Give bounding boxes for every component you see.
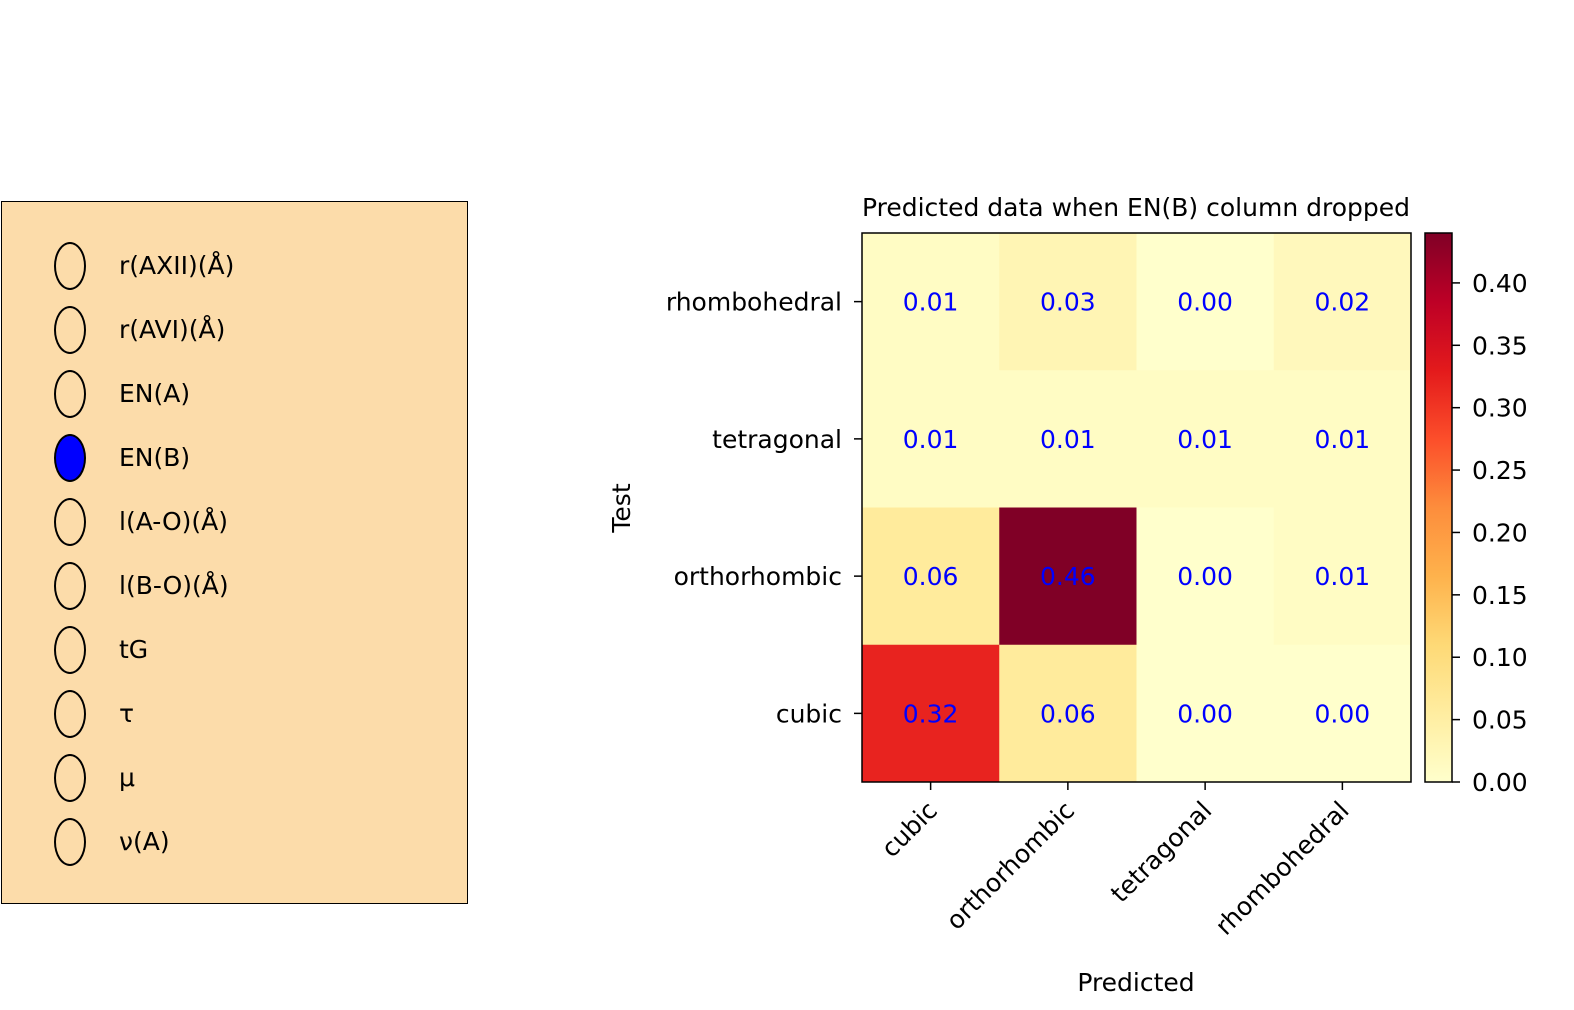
radio-circle[interactable] — [54, 306, 86, 354]
radio-circle-selected[interactable] — [54, 434, 86, 482]
cell-value-label: 0.00 — [1315, 699, 1371, 728]
heatmap-cell — [1136, 507, 1275, 646]
colorbar-tick-label: 0.30 — [1472, 394, 1528, 423]
cell-value-label: 0.06 — [1040, 699, 1096, 728]
radio-option[interactable]: EN(B) — [2, 431, 467, 487]
cell-value-label: 0.46 — [1040, 562, 1096, 591]
heatmap-cell — [999, 644, 1137, 783]
colorbar — [1424, 232, 1453, 783]
x-tick-label: rhombohedral — [1210, 796, 1355, 941]
heatmap-cell — [999, 233, 1137, 371]
chart-title: Predicted data when EN(B) column dropped — [862, 193, 1410, 222]
radio-circle[interactable] — [54, 242, 86, 290]
radio-option-label: tG — [119, 635, 149, 664]
cell-value-label: 0.01 — [1177, 425, 1233, 454]
cell-value-label: 0.32 — [903, 699, 959, 728]
heatmap-cell — [1273, 370, 1412, 508]
cell-value-label: 0.01 — [1315, 425, 1371, 454]
cell-value-label: 0.01 — [903, 288, 959, 317]
radio-option-label: l(A-O)(Å) — [119, 507, 229, 536]
cell-value-label: 0.01 — [1315, 562, 1371, 591]
colorbar-tick-label: 0.20 — [1472, 518, 1528, 547]
radio-option[interactable]: μ — [2, 751, 467, 807]
radio-option-label: ν(A) — [119, 827, 170, 856]
radio-circle[interactable] — [54, 690, 86, 738]
heatmap-cell — [999, 370, 1137, 508]
radio-option[interactable]: r(AXII)(Å) — [2, 239, 467, 295]
heatmap-cell — [1136, 644, 1275, 783]
x-axis-label: Predicted — [1077, 968, 1194, 997]
radio-option[interactable]: EN(A) — [2, 367, 467, 423]
heatmap-frame — [861, 232, 1412, 783]
x-tick-label: tetragonal — [1105, 796, 1217, 908]
radio-circle[interactable] — [54, 498, 86, 546]
colorbar-tick-label: 0.15 — [1472, 581, 1528, 610]
y-tick-label: orthorhombic — [674, 562, 842, 591]
y-axis-label: Test — [607, 483, 636, 533]
cell-value-label: 0.02 — [1315, 288, 1371, 317]
radio-option-label: l(B-O)(Å) — [119, 571, 229, 600]
colorbar-tick-label: 0.40 — [1472, 269, 1528, 298]
radio-button-panel: r(AXII)(Å) r(AVI)(Å) EN(A) EN(B) l(A-O)(Å) l(… — [1, 201, 468, 904]
cell-value-label: 0.00 — [1177, 562, 1233, 591]
y-tick-label: tetragonal — [712, 425, 842, 454]
radio-option[interactable]: τ — [2, 687, 467, 743]
radio-option-label: r(AXII)(Å) — [119, 251, 235, 280]
colorbar-tick-label: 0.35 — [1472, 331, 1528, 360]
cell-value-label: 0.00 — [1177, 288, 1233, 317]
heatmap-cell — [862, 233, 1000, 371]
cell-value-label: 0.03 — [1040, 288, 1096, 317]
radio-circle[interactable] — [54, 370, 86, 418]
x-tick-label: cubic — [876, 796, 943, 863]
heatmap-cell — [999, 507, 1137, 646]
heatmap-cell — [862, 644, 1000, 783]
y-tick-label: rhombohedral — [666, 288, 842, 317]
heatmap-cell — [862, 370, 1000, 508]
radio-option-label: μ — [119, 763, 135, 792]
radio-option-label: r(AVI)(Å) — [119, 315, 226, 344]
cell-value-label: 0.00 — [1177, 699, 1233, 728]
x-tick-label: orthorhombic — [941, 796, 1081, 936]
radio-circle[interactable] — [54, 562, 86, 610]
heatmap-cell — [1273, 233, 1412, 371]
radio-option-label: EN(A) — [119, 379, 191, 408]
radio-option[interactable]: l(B-O)(Å) — [2, 559, 467, 615]
radio-option[interactable]: ν(A) — [2, 815, 467, 871]
colorbar-tick-label: 0.10 — [1472, 643, 1528, 672]
radio-circle[interactable] — [54, 626, 86, 674]
radio-option[interactable]: l(A-O)(Å) — [2, 495, 467, 551]
y-tick-label: cubic — [776, 699, 842, 728]
colorbar-tick-label: 0.25 — [1472, 456, 1528, 485]
cell-value-label: 0.06 — [903, 562, 959, 591]
heatmap-cell — [1136, 233, 1275, 371]
cell-value-label: 0.01 — [1040, 425, 1096, 454]
heatmap-cell — [1273, 507, 1412, 646]
radio-option[interactable]: r(AVI)(Å) — [2, 303, 467, 359]
radio-option-label: EN(B) — [119, 443, 191, 472]
radio-circle[interactable] — [54, 818, 86, 866]
colorbar-tick-label: 0.05 — [1472, 706, 1528, 735]
cell-value-label: 0.01 — [903, 425, 959, 454]
radio-option[interactable]: tG — [2, 623, 467, 679]
heatmap-cell — [862, 507, 1000, 646]
radio-circle[interactable] — [54, 754, 86, 802]
heatmap-cell — [1273, 644, 1412, 783]
heatmap-cell — [1136, 370, 1275, 508]
radio-option-label: τ — [119, 699, 135, 728]
colorbar-tick-label: 0.00 — [1472, 768, 1528, 797]
